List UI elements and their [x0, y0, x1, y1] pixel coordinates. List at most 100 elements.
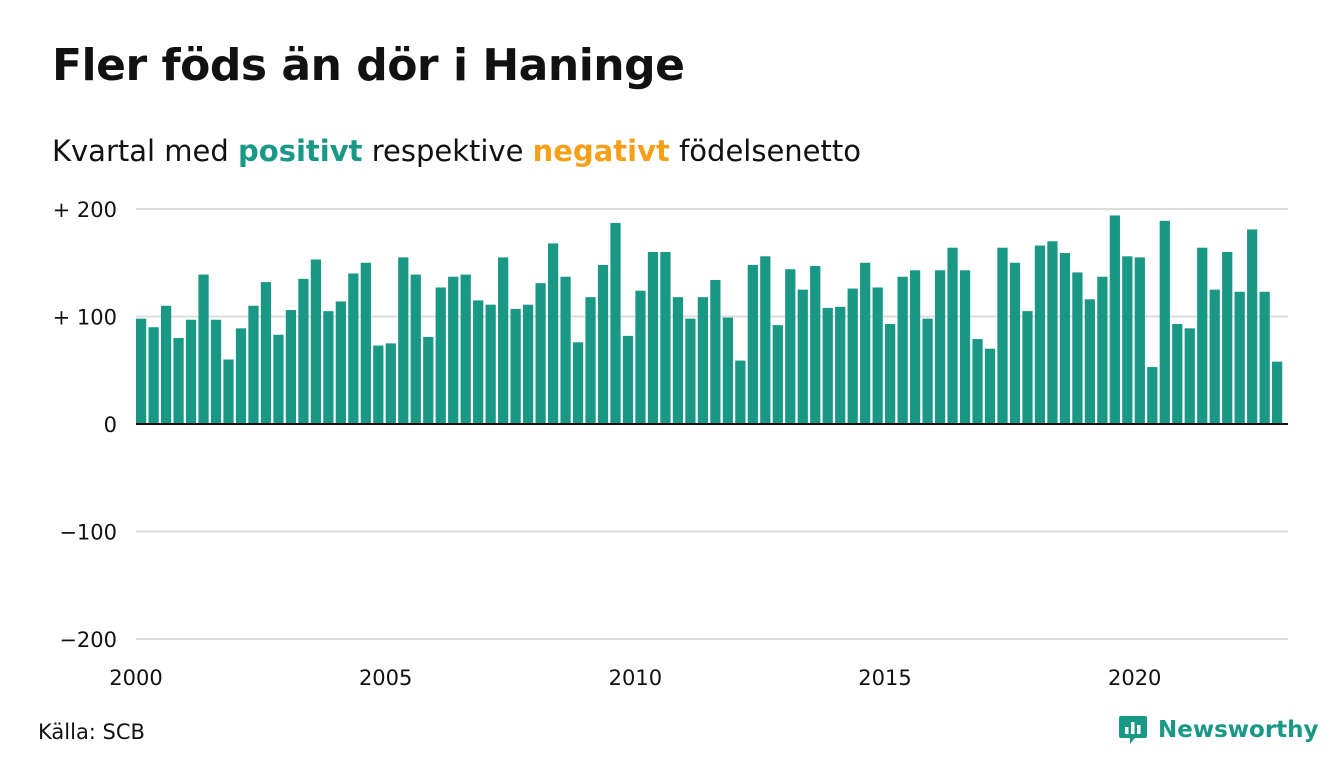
bar	[685, 318, 696, 424]
y-tick-label: + 200	[53, 198, 117, 222]
bar	[373, 345, 384, 424]
bar	[1059, 253, 1071, 424]
bar	[622, 335, 634, 424]
bar	[460, 274, 471, 424]
bar	[1097, 276, 1108, 424]
bar	[597, 264, 609, 424]
bar	[760, 256, 771, 424]
bar	[1234, 291, 1245, 424]
bar	[410, 274, 421, 424]
bar	[1259, 291, 1270, 424]
bar	[647, 252, 659, 424]
bar	[1147, 367, 1158, 424]
bar	[872, 287, 883, 424]
bar	[785, 269, 796, 424]
bar	[1034, 245, 1046, 424]
y-tick-label: + 100	[53, 306, 117, 330]
bar	[934, 270, 946, 424]
chart-subtitle: Kvartal med positivt respektive negativt…	[52, 134, 861, 168]
bar	[310, 259, 322, 424]
bar	[710, 279, 721, 424]
bar	[1172, 324, 1183, 424]
bar	[360, 262, 371, 424]
bar	[860, 262, 871, 424]
bar	[1197, 247, 1208, 424]
bar	[847, 288, 858, 424]
bar	[248, 305, 259, 424]
bar	[909, 270, 921, 424]
bar	[173, 338, 184, 424]
x-tick-label: 2020	[1108, 666, 1161, 690]
bar	[298, 278, 309, 425]
bar	[735, 360, 746, 424]
y-tick-label: 0	[104, 413, 117, 437]
bar	[897, 276, 908, 424]
brand-logo: Newsworthy	[1118, 714, 1319, 746]
bar	[198, 274, 209, 424]
bar	[423, 336, 434, 424]
bar	[585, 297, 596, 424]
bar	[772, 325, 783, 424]
bar	[335, 301, 346, 424]
bar	[160, 305, 172, 424]
bar	[448, 276, 459, 424]
bar	[997, 247, 1008, 424]
bar	[547, 243, 559, 424]
bar	[398, 257, 409, 425]
bars	[136, 215, 1283, 425]
y-tick-label: −200	[59, 628, 117, 652]
bar	[672, 297, 684, 424]
bar	[984, 348, 996, 424]
brand-name: Newsworthy	[1158, 717, 1319, 743]
bar	[285, 310, 297, 424]
bar	[822, 307, 833, 424]
bar	[223, 359, 234, 424]
bar	[972, 339, 983, 424]
subtitle-middle: respektive	[362, 134, 533, 168]
bar	[635, 290, 646, 424]
bar	[797, 289, 808, 425]
bar	[610, 222, 621, 424]
x-tick-label: 2005	[359, 666, 412, 690]
bar	[498, 257, 509, 425]
chart-title: Fler föds än dör i Haninge	[52, 40, 685, 91]
bar	[1222, 252, 1233, 424]
bar	[1247, 229, 1258, 424]
bar	[385, 343, 396, 425]
bar	[1072, 272, 1083, 424]
bar	[947, 247, 958, 424]
bar	[185, 319, 197, 424]
bar	[148, 327, 159, 424]
bar	[435, 287, 446, 424]
bar	[560, 276, 571, 424]
bar	[810, 265, 821, 424]
bar	[922, 318, 933, 424]
subtitle-positive: positivt	[238, 134, 363, 168]
bar	[1184, 328, 1195, 424]
bar	[1134, 257, 1145, 425]
bar	[1022, 311, 1033, 425]
bar	[1009, 262, 1021, 424]
x-tick-label: 2000	[109, 666, 162, 690]
bar	[1084, 299, 1095, 424]
bar	[747, 264, 758, 424]
bar	[136, 318, 147, 424]
bar	[885, 324, 896, 424]
bar	[722, 317, 733, 424]
bar	[260, 282, 272, 424]
bar	[660, 252, 671, 424]
bar	[348, 273, 359, 424]
subtitle-suffix: födelsenetto	[669, 134, 861, 168]
bar	[210, 319, 222, 424]
bar	[1159, 220, 1170, 424]
bar	[1122, 256, 1133, 424]
y-tick-label: −100	[59, 521, 117, 545]
bar	[1047, 241, 1058, 424]
x-tick-label: 2010	[609, 666, 662, 690]
bar	[959, 270, 971, 424]
subtitle-negative: negativt	[532, 134, 670, 168]
bar	[473, 300, 484, 425]
bar	[1109, 215, 1120, 424]
bar	[1272, 361, 1283, 424]
subtitle-prefix: Kvartal med	[52, 134, 239, 168]
